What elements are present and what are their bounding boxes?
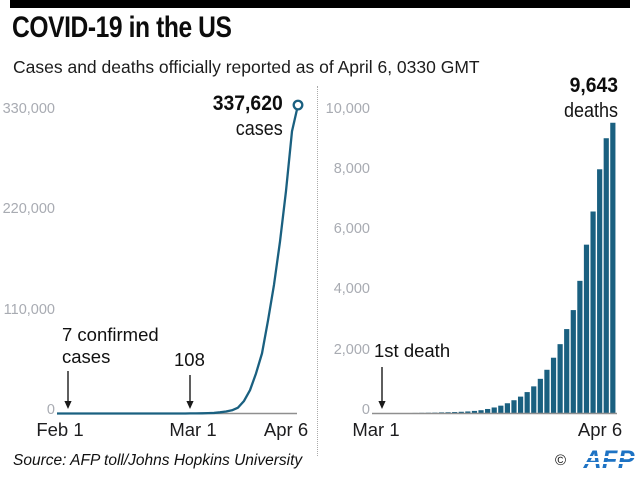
cases-y-tick-label: 0 [46, 402, 55, 418]
deaths-bar [564, 329, 570, 414]
source-credit: Source: AFP toll/Johns Hopkins Universit… [13, 452, 303, 469]
annotation-arrowhead [378, 401, 386, 409]
annotation-first-death: 1st death [374, 340, 451, 361]
annotation-arrowhead [186, 401, 194, 409]
deaths-bar [485, 408, 491, 414]
cases-total-unit: cases [235, 117, 283, 140]
afp-logo-stripe [575, 462, 637, 465]
deaths-bar [458, 411, 464, 414]
deaths-bar [557, 344, 563, 414]
deaths-total-unit: deaths [563, 99, 618, 122]
deaths-bar [550, 357, 557, 414]
deaths-bar [531, 386, 537, 414]
afp-logo: AFP [575, 446, 637, 474]
deaths-y-tick-label: 4,000 [333, 281, 370, 298]
cases-y-tick-label: 330,000 [2, 100, 55, 117]
deaths-bar [504, 403, 510, 414]
deaths-bar [524, 392, 530, 414]
deaths-bar [610, 122, 616, 414]
deaths-bar [597, 169, 603, 414]
deaths-bar [537, 378, 543, 414]
cases-line [57, 104, 300, 415]
deaths-bar [471, 410, 478, 414]
cases-endpoint-annotation: 337,620 cases [213, 92, 283, 142]
deaths-bar [491, 407, 497, 414]
cases-y-tick-label: 220,000 [2, 201, 55, 217]
deaths-x-tick-label: Apr 6 [577, 419, 623, 440]
deaths-bar [465, 411, 471, 414]
deaths-x-tick-label: Mar 1 [352, 419, 400, 440]
cases-endpoint-marker [292, 99, 304, 111]
annotation-arrowhead [64, 401, 72, 409]
deaths-bar [498, 405, 504, 414]
deaths-bar [478, 410, 484, 414]
deaths-bar [517, 396, 524, 414]
deaths-y-tick-label: 2,000 [333, 341, 370, 358]
deaths-bar [583, 244, 590, 414]
afp-logo-stripe [575, 456, 637, 459]
afp-logo-text: AFP [583, 446, 635, 474]
page-title: COVID-19 in the US [12, 11, 232, 44]
copyright-icon: © [555, 452, 567, 469]
deaths-total-value: 9,643 [569, 73, 618, 97]
cases-x-tick-label: Apr 6 [263, 419, 309, 440]
deaths-bar [544, 369, 550, 414]
cases-total-value: 337,620 [213, 91, 283, 115]
chart-separator [317, 86, 318, 456]
deaths-bar [590, 211, 596, 414]
top-bar [10, 0, 630, 8]
deaths-y-tick-label: 10,000 [325, 100, 370, 117]
deaths-bar [511, 400, 517, 414]
deaths-bar [570, 310, 576, 414]
page-subtitle: Cases and deaths officially reported as … [13, 57, 480, 77]
deaths-y-tick-label: 6,000 [333, 221, 370, 238]
annotation-mar1-cases: 108 [174, 349, 205, 370]
annotation-first-cases: 7 confirmed cases [62, 324, 159, 367]
cases-x-tick-label: Mar 1 [169, 419, 217, 440]
deaths-bar [603, 138, 609, 414]
cases-x-tick-label: Feb 1 [36, 419, 84, 440]
deaths-y-tick-label: 0 [361, 402, 370, 418]
deaths-endpoint-annotation: 9,643 deaths [564, 74, 618, 124]
deaths-y-tick-label: 8,000 [333, 160, 370, 177]
cases-y-tick-label: 110,000 [3, 301, 55, 318]
deaths-bar [577, 280, 583, 414]
